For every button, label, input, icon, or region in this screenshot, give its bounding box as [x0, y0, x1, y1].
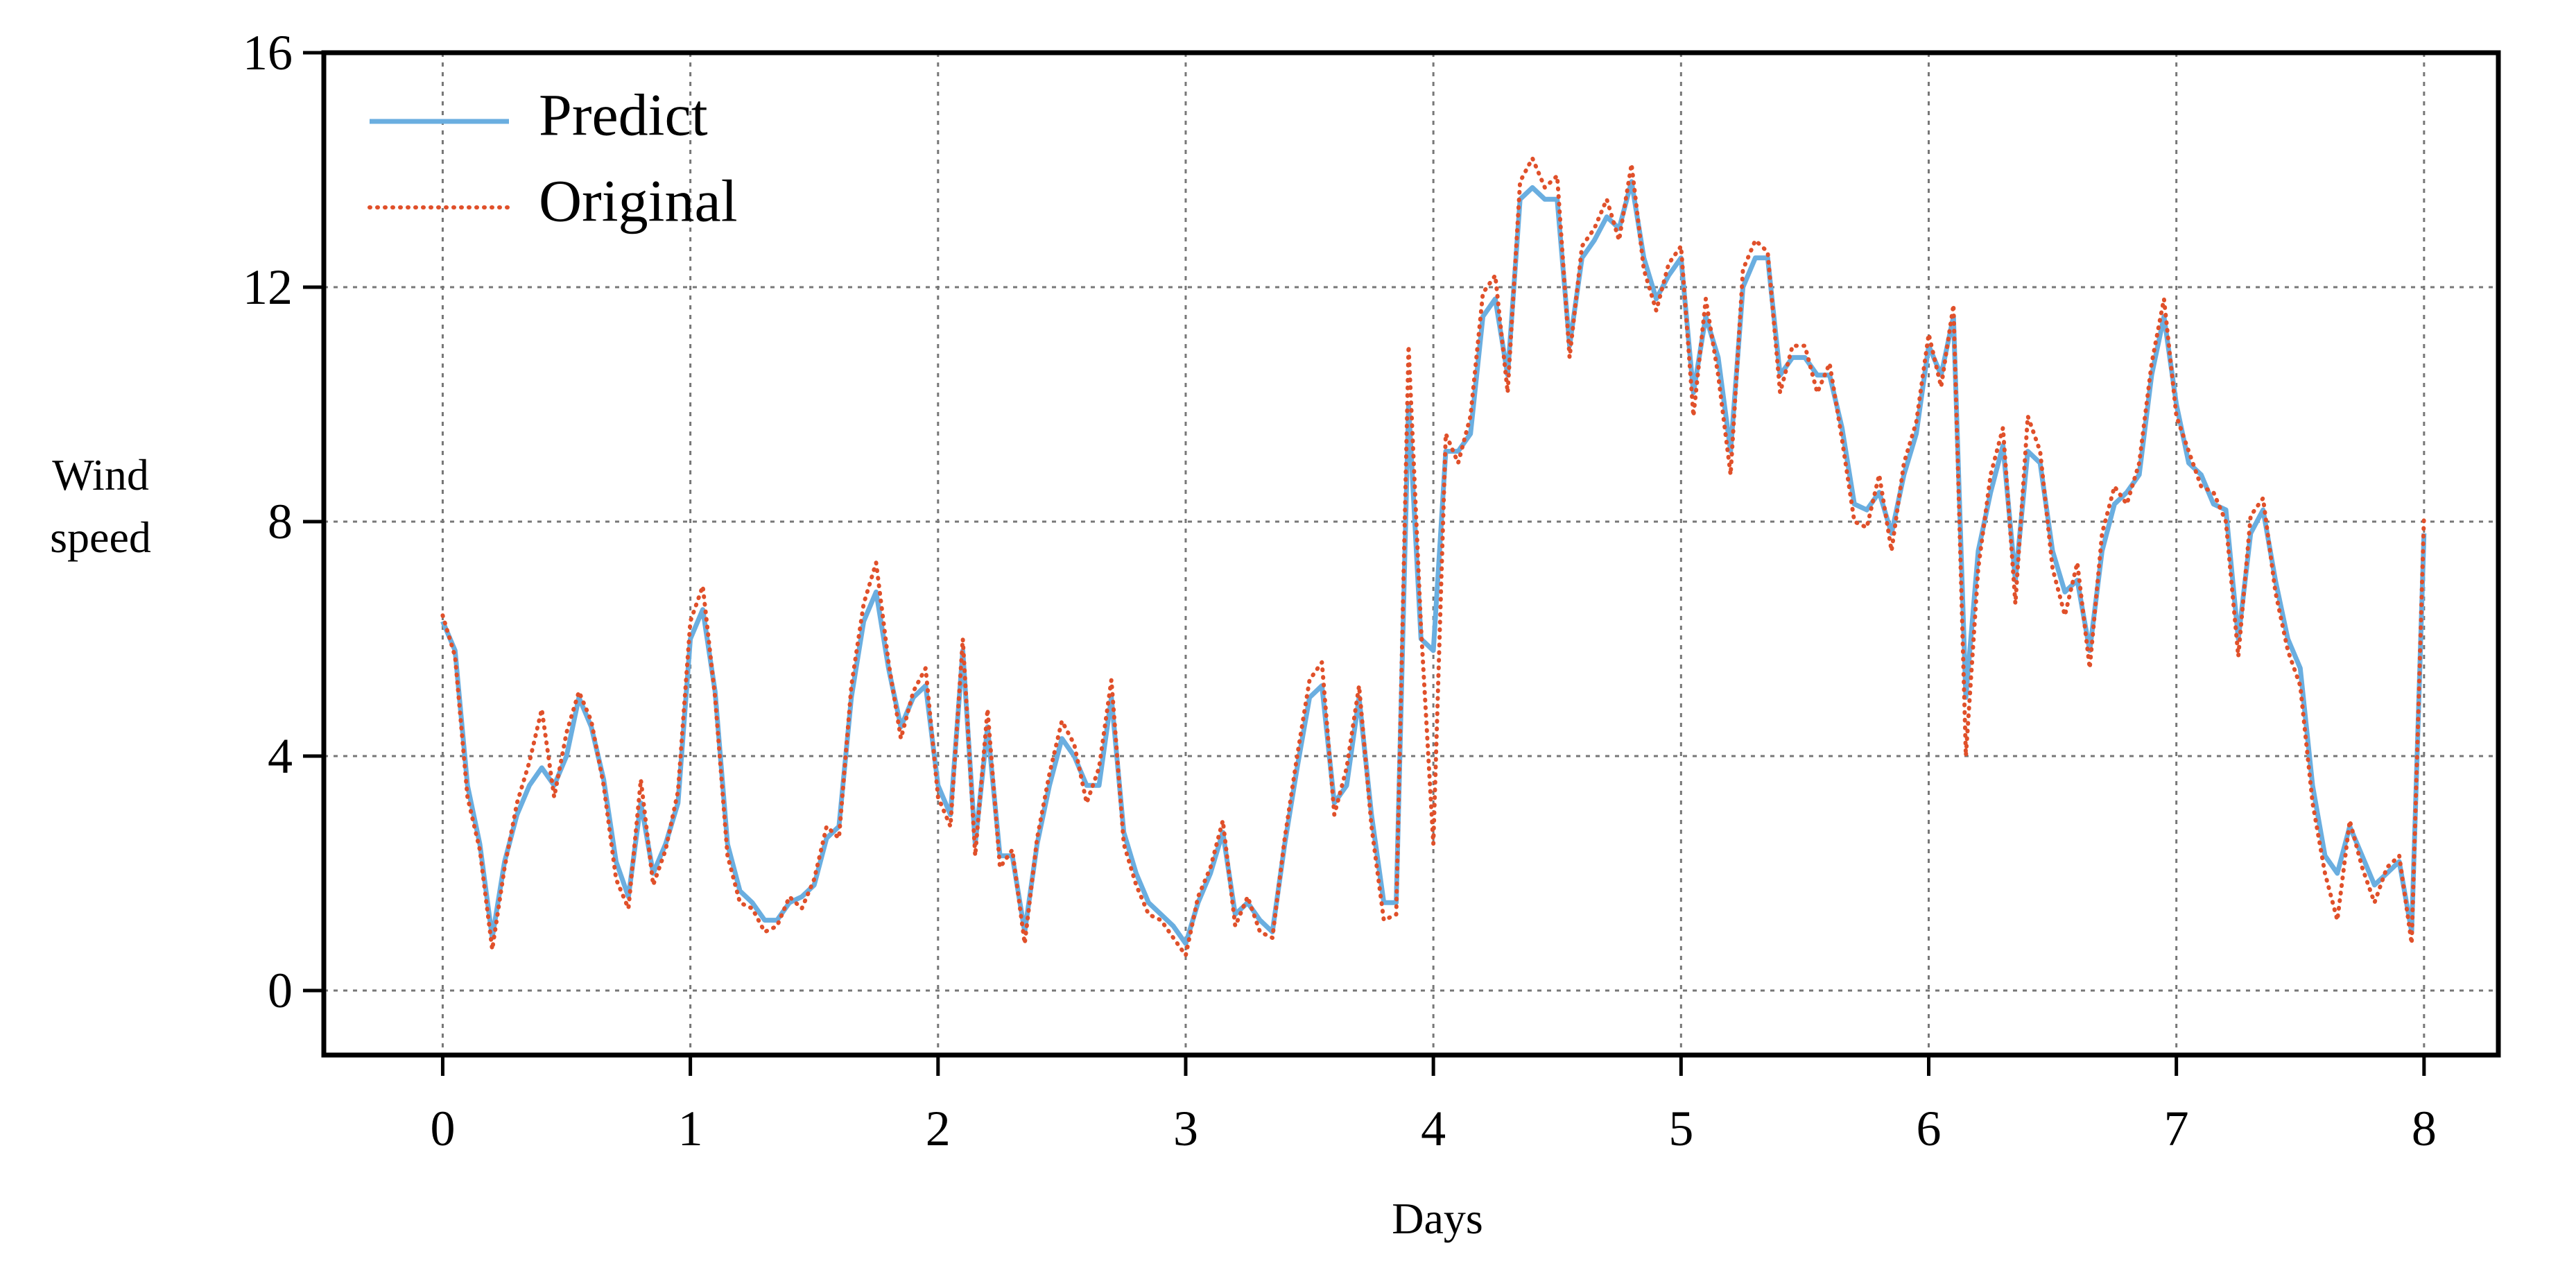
y-tick-label: 0	[268, 963, 293, 1018]
x-tick-label: 3	[1173, 1101, 1198, 1156]
x-tick-label: 4	[1421, 1101, 1446, 1156]
y-tick-label: 16	[243, 25, 293, 80]
y-tick-label: 12	[243, 259, 293, 315]
legend-label: Original	[539, 168, 738, 234]
y-tick-label: 8	[268, 494, 293, 549]
legend-label: Predict	[539, 82, 708, 148]
x-tick-label: 5	[1668, 1101, 1693, 1156]
plot-frame	[321, 50, 2501, 1058]
x-tick-label: 8	[2412, 1101, 2437, 1156]
x-tick-label: 1	[678, 1101, 703, 1156]
y-axis-label: Wind speed	[50, 450, 151, 562]
y-tick-label: 4	[268, 728, 293, 784]
series-line	[440, 156, 2426, 958]
x-tick-label: 6	[1916, 1101, 1941, 1156]
x-tick-label: 7	[2164, 1101, 2189, 1156]
x-tick-label: 0	[430, 1101, 455, 1156]
x-tick-label: 2	[926, 1101, 951, 1156]
x-axis-label: Days	[1392, 1194, 1483, 1243]
